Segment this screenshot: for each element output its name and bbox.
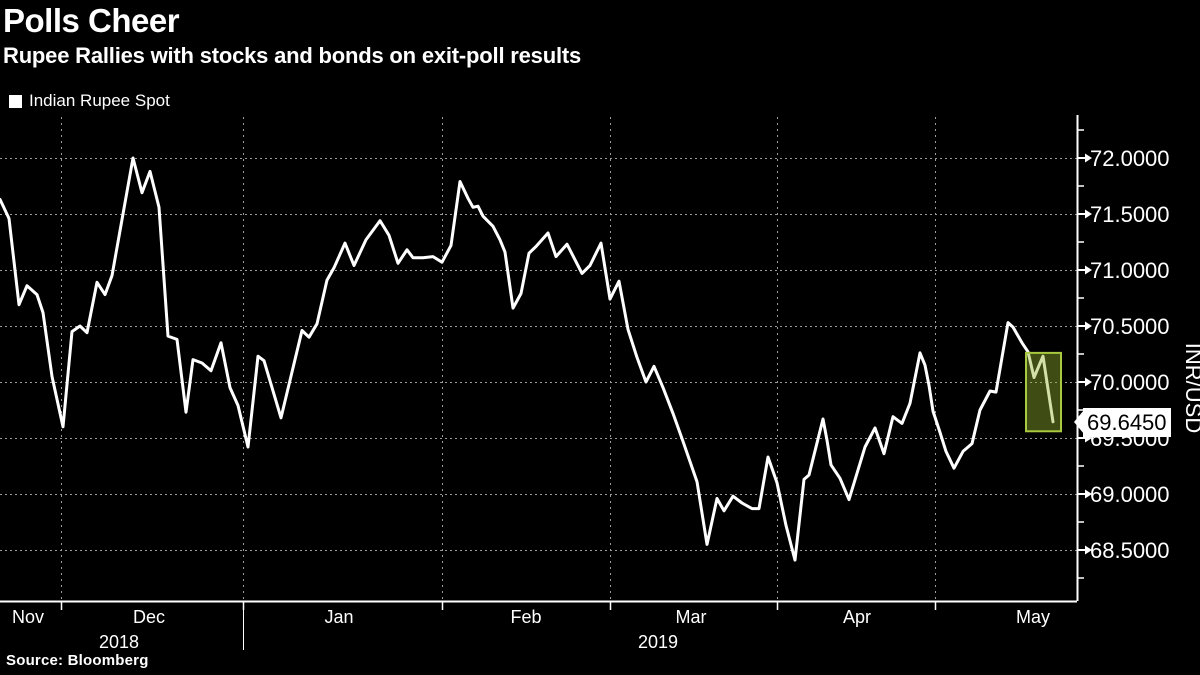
y-tick-label: 68.5000 [1090, 538, 1170, 563]
y-tick-label: 69.0000 [1090, 482, 1170, 507]
legend: Indian Rupee Spot [9, 91, 170, 111]
x-month-label: Apr [843, 607, 871, 627]
highlight-box [1025, 351, 1062, 433]
y-axis-title: INR/USD [1181, 343, 1200, 433]
y-tick-label: 72.0000 [1090, 146, 1170, 171]
x-year-label: 2018 [99, 632, 139, 652]
y-tick-arrow-icon [1085, 377, 1092, 387]
x-month-label: Jan [324, 607, 353, 627]
y-tick-label: 71.0000 [1090, 258, 1170, 283]
y-tick-arrow-icon [1085, 265, 1092, 275]
x-month-label: May [1016, 607, 1050, 627]
price-tag-arrow-icon [1074, 410, 1084, 434]
legend-label: Indian Rupee Spot [29, 91, 170, 110]
y-tick-arrow-icon [1085, 153, 1092, 163]
y-tick-arrow-icon [1085, 321, 1092, 331]
x-month-label: Feb [510, 607, 541, 627]
y-tick-label: 70.0000 [1090, 370, 1170, 395]
x-year-label: 2019 [638, 632, 678, 652]
source-attribution: Source: Bloomberg [6, 652, 149, 669]
chart-generated: 72.000071.500071.000070.500070.000069.50… [0, 115, 1170, 652]
chart-subtitle: Rupee Rallies with stocks and bonds on e… [3, 43, 582, 68]
chart-title: Polls Cheer [3, 2, 180, 39]
price-tag-value: 69.6450 [1087, 410, 1167, 435]
price-tag-box [1083, 408, 1171, 437]
y-tick-arrow-icon [1085, 209, 1092, 219]
x-month-label: Mar [676, 607, 707, 627]
x-month-label: Nov [12, 607, 44, 627]
last-price-tag: 69.6450 [1074, 408, 1171, 437]
price-line [0, 156, 1055, 562]
y-tick-label: 70.5000 [1090, 314, 1170, 339]
y-tick-arrow-icon [1085, 489, 1092, 499]
y-tick-arrow-icon [1085, 545, 1092, 555]
legend-square-icon [9, 94, 22, 108]
x-month-label: Dec [133, 607, 165, 627]
y-tick-label: 71.5000 [1090, 202, 1170, 227]
